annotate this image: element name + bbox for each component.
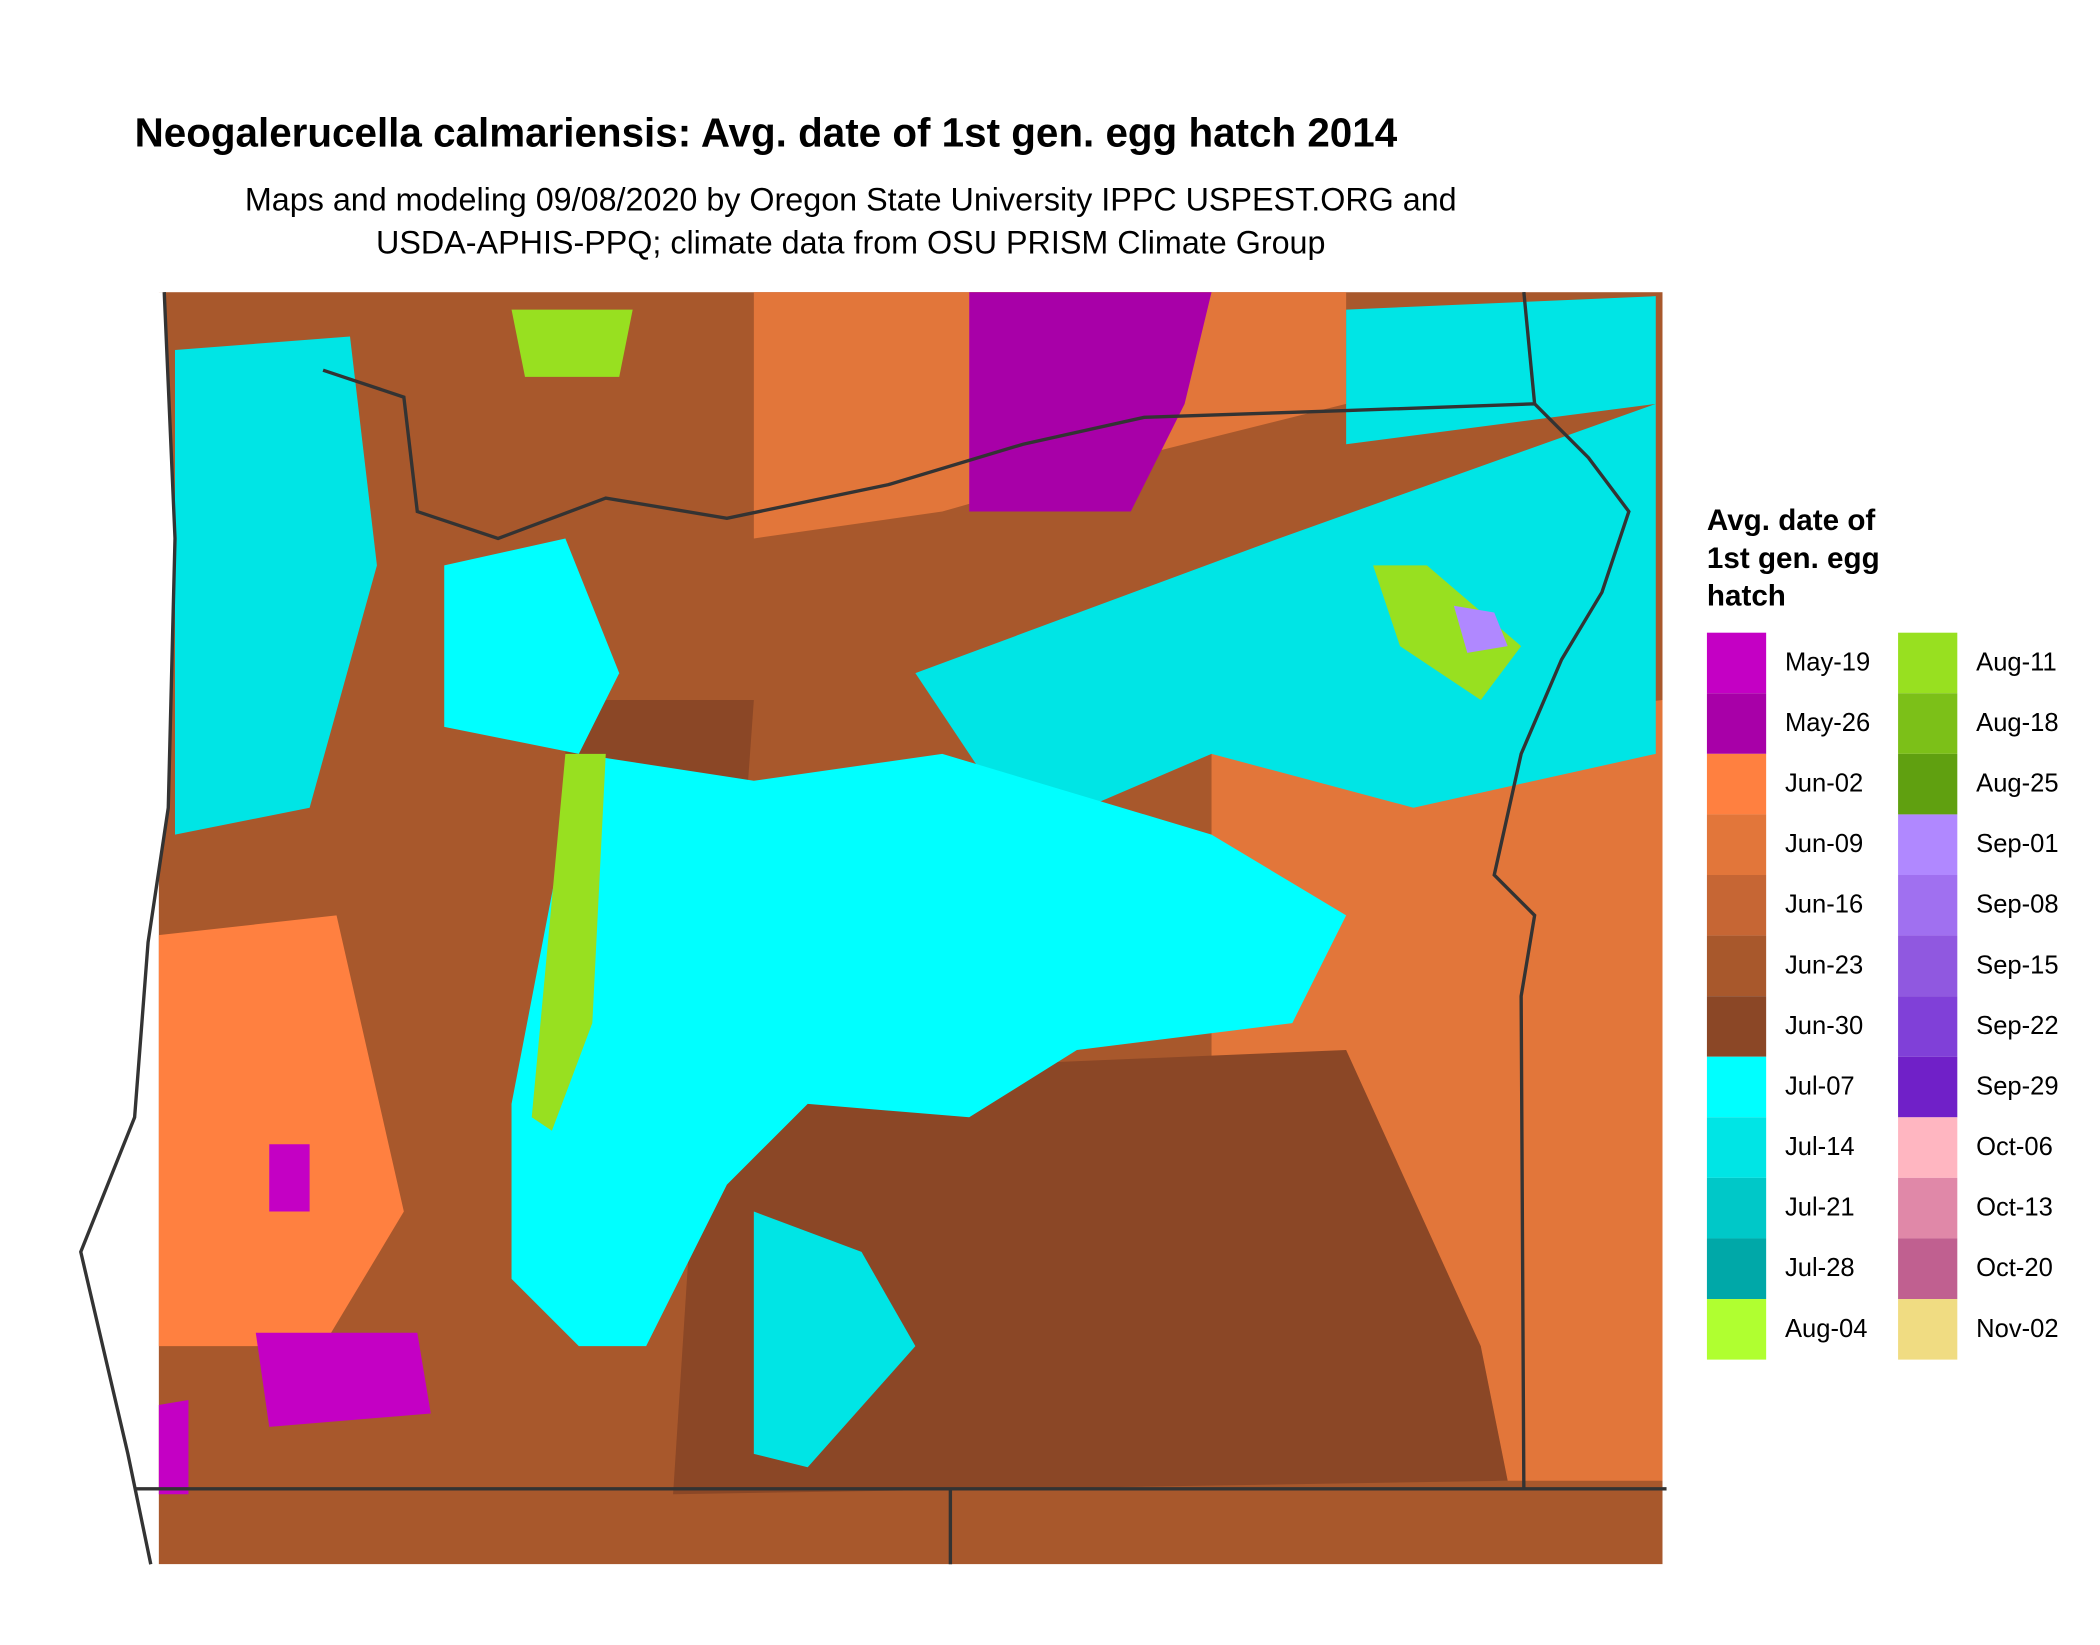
legend-swatch [1898,1056,1958,1118]
legend-label: Jun-30 [1785,1012,1863,1040]
legend-swatch [1898,1177,1958,1239]
legend-swatch [1706,875,1767,936]
legend-swatch [1898,996,1958,1057]
legend-label: Jun-23 [1785,951,1863,979]
legend-label: Aug-25 [1976,770,2058,798]
legend: Avg. date of 1st gen. egg hatch May-19 Ma… [1706,504,2059,1360]
subtitle: Maps and modeling 09/08/2020 by Oregon S… [245,181,1457,217]
legend-swatch [1898,1238,1958,1300]
legend-swatch [1898,814,1958,875]
title: Neogalerucella calmariensis: Avg. date o… [135,110,1398,156]
legend-label: Jul-28 [1785,1254,1855,1282]
legend-title: Avg. date of [1707,504,1875,537]
legend-label: Oct-13 [1976,1194,2053,1222]
legend-label: Jun-02 [1785,770,1863,798]
legend-label: Sep-15 [1976,951,2058,979]
legend-swatch [1898,693,1958,754]
legend-swatch [1706,632,1767,694]
legend-swatch [1706,935,1767,997]
legend-label: Aug-18 [1976,709,2058,737]
legend-swatch [1706,1117,1767,1178]
legend-label: Jul-21 [1785,1194,1855,1222]
legend-label: May-26 [1785,709,1870,737]
legend-swatch [1898,753,1958,815]
legend-label: Sep-01 [1976,830,2058,858]
legend-label: Sep-22 [1976,1012,2058,1040]
legend-label: Jun-16 [1785,891,1863,919]
legend-swatch [1706,814,1767,875]
legend-label: Sep-29 [1976,1072,2058,1100]
legend-label: Jun-09 [1785,830,1863,858]
legend-swatch [1898,1117,1958,1178]
legend-swatch [1706,1056,1767,1118]
legend-label: May-19 [1785,648,1870,676]
legend-label: Aug-04 [1785,1315,1867,1343]
legend-label: Sep-08 [1976,891,2058,919]
legend-swatch [1706,1238,1767,1300]
legend-label: Oct-20 [1976,1254,2053,1282]
legend-label: Oct-06 [1976,1133,2053,1161]
map [0,291,1667,1565]
subtitle: USDA-APHIS-PPQ; climate data from OSU PR… [376,225,1325,261]
legend-label: Jul-07 [1785,1072,1855,1100]
legend-swatch [1898,935,1958,997]
legend-title: hatch [1707,580,1786,613]
legend-swatch [1898,632,1958,694]
legend-label: Aug-11 [1976,648,2057,676]
legend-swatch [1706,996,1767,1057]
legend-label: Nov-02 [1976,1315,2058,1343]
legend-swatch [1706,1299,1767,1360]
legend-swatch [1706,753,1767,815]
legend-swatch [1706,1177,1767,1239]
legend-swatch [1898,1299,1958,1360]
legend-label: Jul-14 [1785,1133,1855,1161]
legend-swatch [1706,693,1767,754]
legend-title: 1st gen. egg [1707,542,1880,575]
legend-swatch [1898,875,1958,936]
